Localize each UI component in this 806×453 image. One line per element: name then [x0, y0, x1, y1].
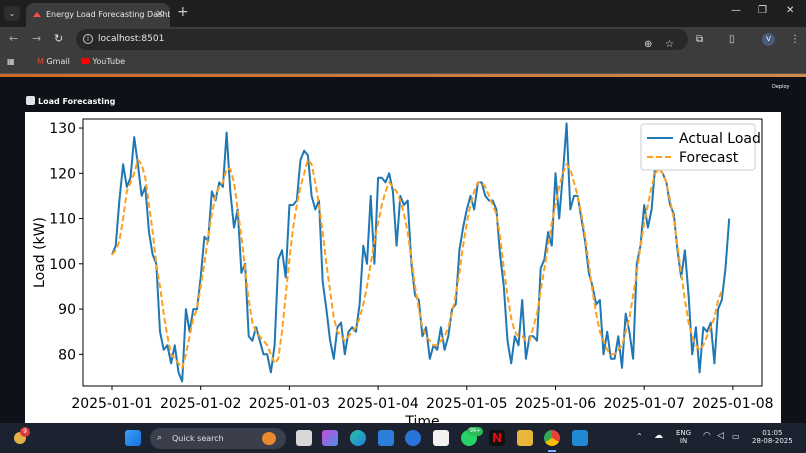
x-tick-label: 2025-01-04 — [337, 396, 418, 412]
url-text: localhost:8501 — [98, 34, 165, 44]
apps-grid-icon[interactable]: ▦ — [7, 57, 15, 66]
copilot-icon[interactable] — [322, 430, 338, 446]
language-indicator[interactable]: ENG IN — [676, 429, 692, 445]
taskbar-search[interactable]: ⌕ Quick search — [150, 428, 286, 449]
clock[interactable]: 01:05 28-08-2025 — [752, 429, 793, 445]
notification-badge: 9 — [20, 427, 30, 437]
forward-icon[interactable]: → — [32, 32, 42, 45]
chart-svg: 80 90 100 110 120 130 2025-01-01 2025-01-02 2025… — [32, 118, 774, 423]
new-tab-icon[interactable]: + — [177, 4, 189, 20]
browser-nav-bar: ← → ↻ i localhost:8501 ⊕ ☆ ⧉ ▯ V ⋮ — [0, 27, 806, 52]
x-tick-label: 2025-01-02 — [160, 396, 241, 412]
file-explorer-icon[interactable] — [517, 430, 533, 446]
y-tick-label: 80 — [58, 347, 76, 363]
x-tick-label: 2025-01-08 — [692, 396, 773, 412]
chrome-icon[interactable] — [544, 430, 560, 446]
chart-icon — [26, 96, 35, 105]
zoom-icon[interactable]: ⊕ — [644, 39, 653, 50]
edge-icon[interactable] — [350, 430, 366, 446]
tab-search-button[interactable]: ⌄ — [4, 6, 20, 21]
windows-start-icon[interactable] — [125, 430, 141, 446]
x-tick-label: 2025-01-06 — [515, 396, 596, 412]
tray-overflow-icon[interactable]: ⌃ — [636, 432, 643, 441]
close-window-icon[interactable]: ✕ — [786, 5, 795, 16]
youtube-icon — [81, 58, 90, 64]
browser-tab[interactable]: Energy Load Forecasting Dashb ✕ — [26, 3, 170, 27]
vscode-icon[interactable] — [572, 430, 588, 446]
dropbox-icon[interactable] — [378, 430, 394, 446]
y-tick-label: 130 — [49, 121, 76, 137]
y-tick-label: 120 — [49, 166, 76, 182]
streamlit-app: Deploy Load Forecasting 80 90 100 110 120 130… — [0, 77, 806, 423]
legend-box — [640, 123, 756, 171]
y-tick-label: 90 — [58, 302, 76, 318]
x-tick-label: 2025-01-03 — [249, 396, 330, 412]
hp-icon[interactable] — [405, 430, 421, 446]
y-tick-label: 110 — [49, 212, 76, 228]
bookmark-youtube[interactable]: YouTube — [81, 57, 125, 66]
restore-icon[interactable]: ❐ — [758, 5, 767, 16]
legend-label: Forecast — [679, 150, 739, 166]
whatsapp-badge: 99+ — [467, 427, 483, 436]
site-info-icon[interactable]: i — [83, 34, 93, 44]
browser-tab-bar: ⌄ Energy Load Forecasting Dashb ✕ + — ❐ … — [0, 0, 806, 27]
x-tick-label: 2025-01-07 — [604, 396, 685, 412]
y-axis-label: Load (kW) — [32, 217, 48, 288]
side-panel-icon[interactable]: ▯ — [729, 34, 735, 45]
streamlit-favicon-icon — [33, 12, 41, 17]
menu-icon[interactable]: ⋮ — [790, 34, 800, 45]
windows-taskbar: 9 ⌕ Quick search 99+ N ⌃ ☁ ENG IN ◠ ◁ ▭ … — [0, 423, 806, 453]
profile-avatar[interactable]: V — [762, 33, 775, 46]
load-forecast-chart: 80 90 100 110 120 130 2025-01-01 2025-01-02 2025… — [25, 112, 781, 423]
reload-icon[interactable]: ↻ — [54, 32, 64, 45]
extensions-icon[interactable]: ⧉ — [696, 34, 704, 45]
volume-icon[interactable]: ◁ — [717, 431, 724, 441]
page-top-divider — [0, 74, 806, 77]
forecast-line — [111, 158, 723, 369]
tab-title: Energy Load Forecasting Dashb — [46, 10, 170, 19]
x-axis-label: Time — [404, 414, 439, 423]
deploy-button[interactable]: Deploy — [772, 84, 790, 90]
gmail-icon: M — [37, 57, 44, 66]
bookmarks-bar: ▦ M Gmail YouTube — [0, 52, 806, 74]
battery-icon[interactable]: ▭ — [732, 432, 740, 441]
y-tick-label: 100 — [49, 257, 76, 273]
page-title: Load Forecasting — [26, 96, 115, 106]
search-highlight-icon — [262, 432, 276, 445]
cloud-icon[interactable]: ☁ — [654, 431, 663, 441]
bookmark-star-icon[interactable]: ☆ — [665, 39, 674, 50]
netflix-icon[interactable]: N — [489, 430, 505, 446]
active-app-indicator — [548, 450, 556, 452]
task-view-icon[interactable] — [296, 430, 312, 446]
tab-close-icon[interactable]: ✕ — [155, 9, 164, 20]
bookmark-gmail[interactable]: M Gmail — [37, 57, 70, 66]
address-bar[interactable]: i localhost:8501 ⊕ ☆ — [76, 29, 688, 50]
back-icon[interactable]: ← — [9, 32, 19, 45]
x-tick-label: 2025-01-01 — [71, 396, 152, 412]
minimize-icon[interactable]: — — [731, 5, 741, 16]
legend-label: Actual Load — [679, 131, 761, 147]
search-icon: ⌕ — [157, 433, 163, 443]
x-tick-label: 2025-01-05 — [426, 396, 507, 412]
store-icon[interactable] — [433, 430, 449, 446]
wifi-icon[interactable]: ◠ — [703, 431, 711, 441]
